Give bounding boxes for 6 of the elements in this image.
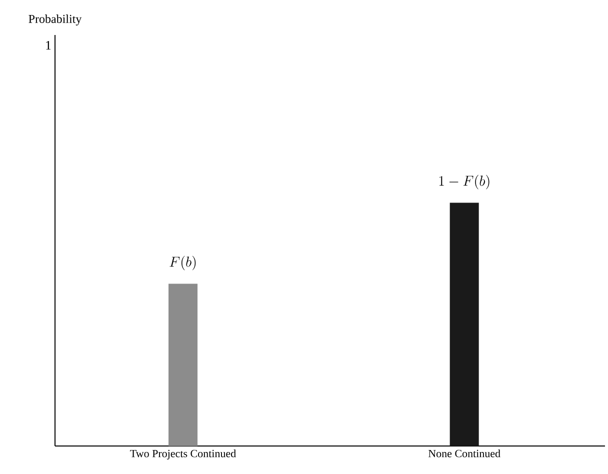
text: 1 [46, 40, 51, 50]
annotation: $F(b)$ [170, 256, 196, 270]
annotation: $1-F(b)$ [439, 174, 490, 190]
x-tick-label: Two Projects Continued [130, 450, 236, 460]
text: Probability [28, 14, 82, 26]
x-tick-label: None Continued [428, 450, 500, 458]
